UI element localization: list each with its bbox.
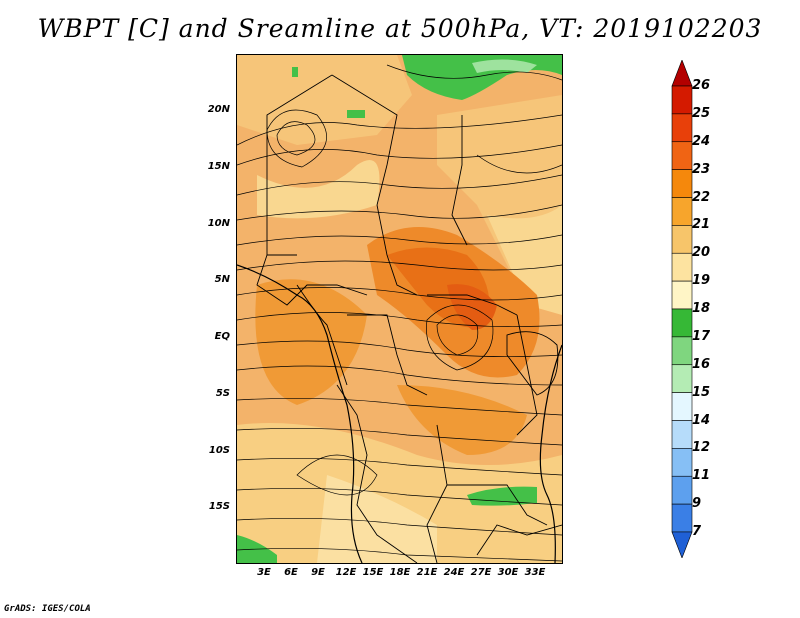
lon-label-27e: 27E (470, 567, 492, 578)
colorbar-segment (671, 169, 693, 198)
colorbar-segment (671, 503, 693, 533)
lat-label-15s: 15S (208, 501, 230, 512)
region-west-warm (255, 279, 367, 405)
colorbar-segment (671, 113, 693, 143)
lon-label-24e: 24E (443, 567, 465, 578)
lat-label-15n: 15N (207, 161, 230, 172)
map-plot-area (236, 54, 563, 564)
green-patch-north-light (472, 59, 537, 73)
colorbar (671, 60, 693, 558)
lon-label-33e: 33E (524, 567, 546, 578)
colorbar-label: 9 (692, 496, 702, 512)
colorbar-label: 22 (692, 189, 711, 205)
colorbar-label: 12 (692, 440, 711, 456)
region-east-light (487, 205, 562, 315)
colorbar-label: 7 (692, 524, 702, 539)
lon-label-12e: 12E (335, 567, 357, 578)
region-south (237, 423, 562, 563)
colorbar-label: 14 (692, 412, 711, 428)
map-canvas (237, 55, 562, 563)
coastline (237, 264, 562, 563)
lat-label-5s: 5S (215, 388, 230, 399)
colorbar-segment (671, 336, 693, 366)
lon-label-9e: 9E (311, 567, 325, 578)
colorbar-segment (671, 420, 693, 449)
lat-label-10s: 10S (208, 445, 230, 456)
colorbar-bottom-arrow (671, 531, 693, 558)
colorbar-top-arrow (671, 60, 693, 87)
colorbar-label: 19 (692, 273, 711, 289)
colorbar-label: 25 (692, 105, 711, 121)
colorbar-label: 23 (692, 161, 711, 177)
region-northwest (237, 55, 412, 145)
colorbar-label: 20 (692, 245, 711, 261)
lat-label-5n: 5N (214, 274, 230, 285)
lon-label-30e: 30E (497, 567, 519, 578)
colorbar-label: 24 (692, 133, 711, 149)
chart-title: WBPT [C] and Sreamline at 500hPa, VT: 20… (37, 14, 763, 43)
colorbar-segment (671, 252, 693, 282)
green-patch-south (467, 486, 537, 506)
lon-label-15e: 15E (362, 567, 384, 578)
region-south-light (317, 475, 437, 563)
colorbar-segment (671, 197, 693, 226)
green-speck-2 (292, 67, 298, 77)
colorbar-label: 15 (692, 384, 711, 400)
colorbar-segment (671, 85, 693, 115)
colorbar-segment (671, 475, 693, 505)
colorbar-segment (671, 141, 693, 170)
lat-label-eq: EQ (214, 331, 230, 342)
colorbar-segment (671, 308, 693, 338)
colorbar-segment (671, 448, 693, 477)
colorbar-label: 21 (692, 217, 711, 233)
green-speck (347, 110, 365, 118)
colorbar-label: 17 (692, 328, 711, 344)
grads-credit: GrADS: IGES/COLA (4, 604, 91, 614)
lon-label-3e: 3E (257, 567, 271, 578)
lon-label-6e: 6E (284, 567, 298, 578)
colorbar-segment (671, 225, 693, 254)
lat-label-10n: 10N (207, 218, 230, 229)
region-sahel-light (257, 160, 380, 219)
colorbar-label: 11 (692, 468, 711, 484)
lon-label-18e: 18E (389, 567, 411, 578)
lat-label-20n: 20N (207, 104, 230, 115)
colorbar-segment (671, 364, 693, 393)
region-hottest (447, 284, 497, 330)
colorbar-label: 16 (692, 356, 711, 372)
colorbar-segment (671, 280, 693, 310)
colorbar-label: 18 (692, 301, 711, 316)
region-central-warm (397, 385, 527, 455)
colorbar-segment (671, 392, 693, 421)
streamlines (237, 64, 562, 562)
lon-label-21e: 21E (416, 567, 438, 578)
colorbar-label: 26 (692, 78, 711, 93)
